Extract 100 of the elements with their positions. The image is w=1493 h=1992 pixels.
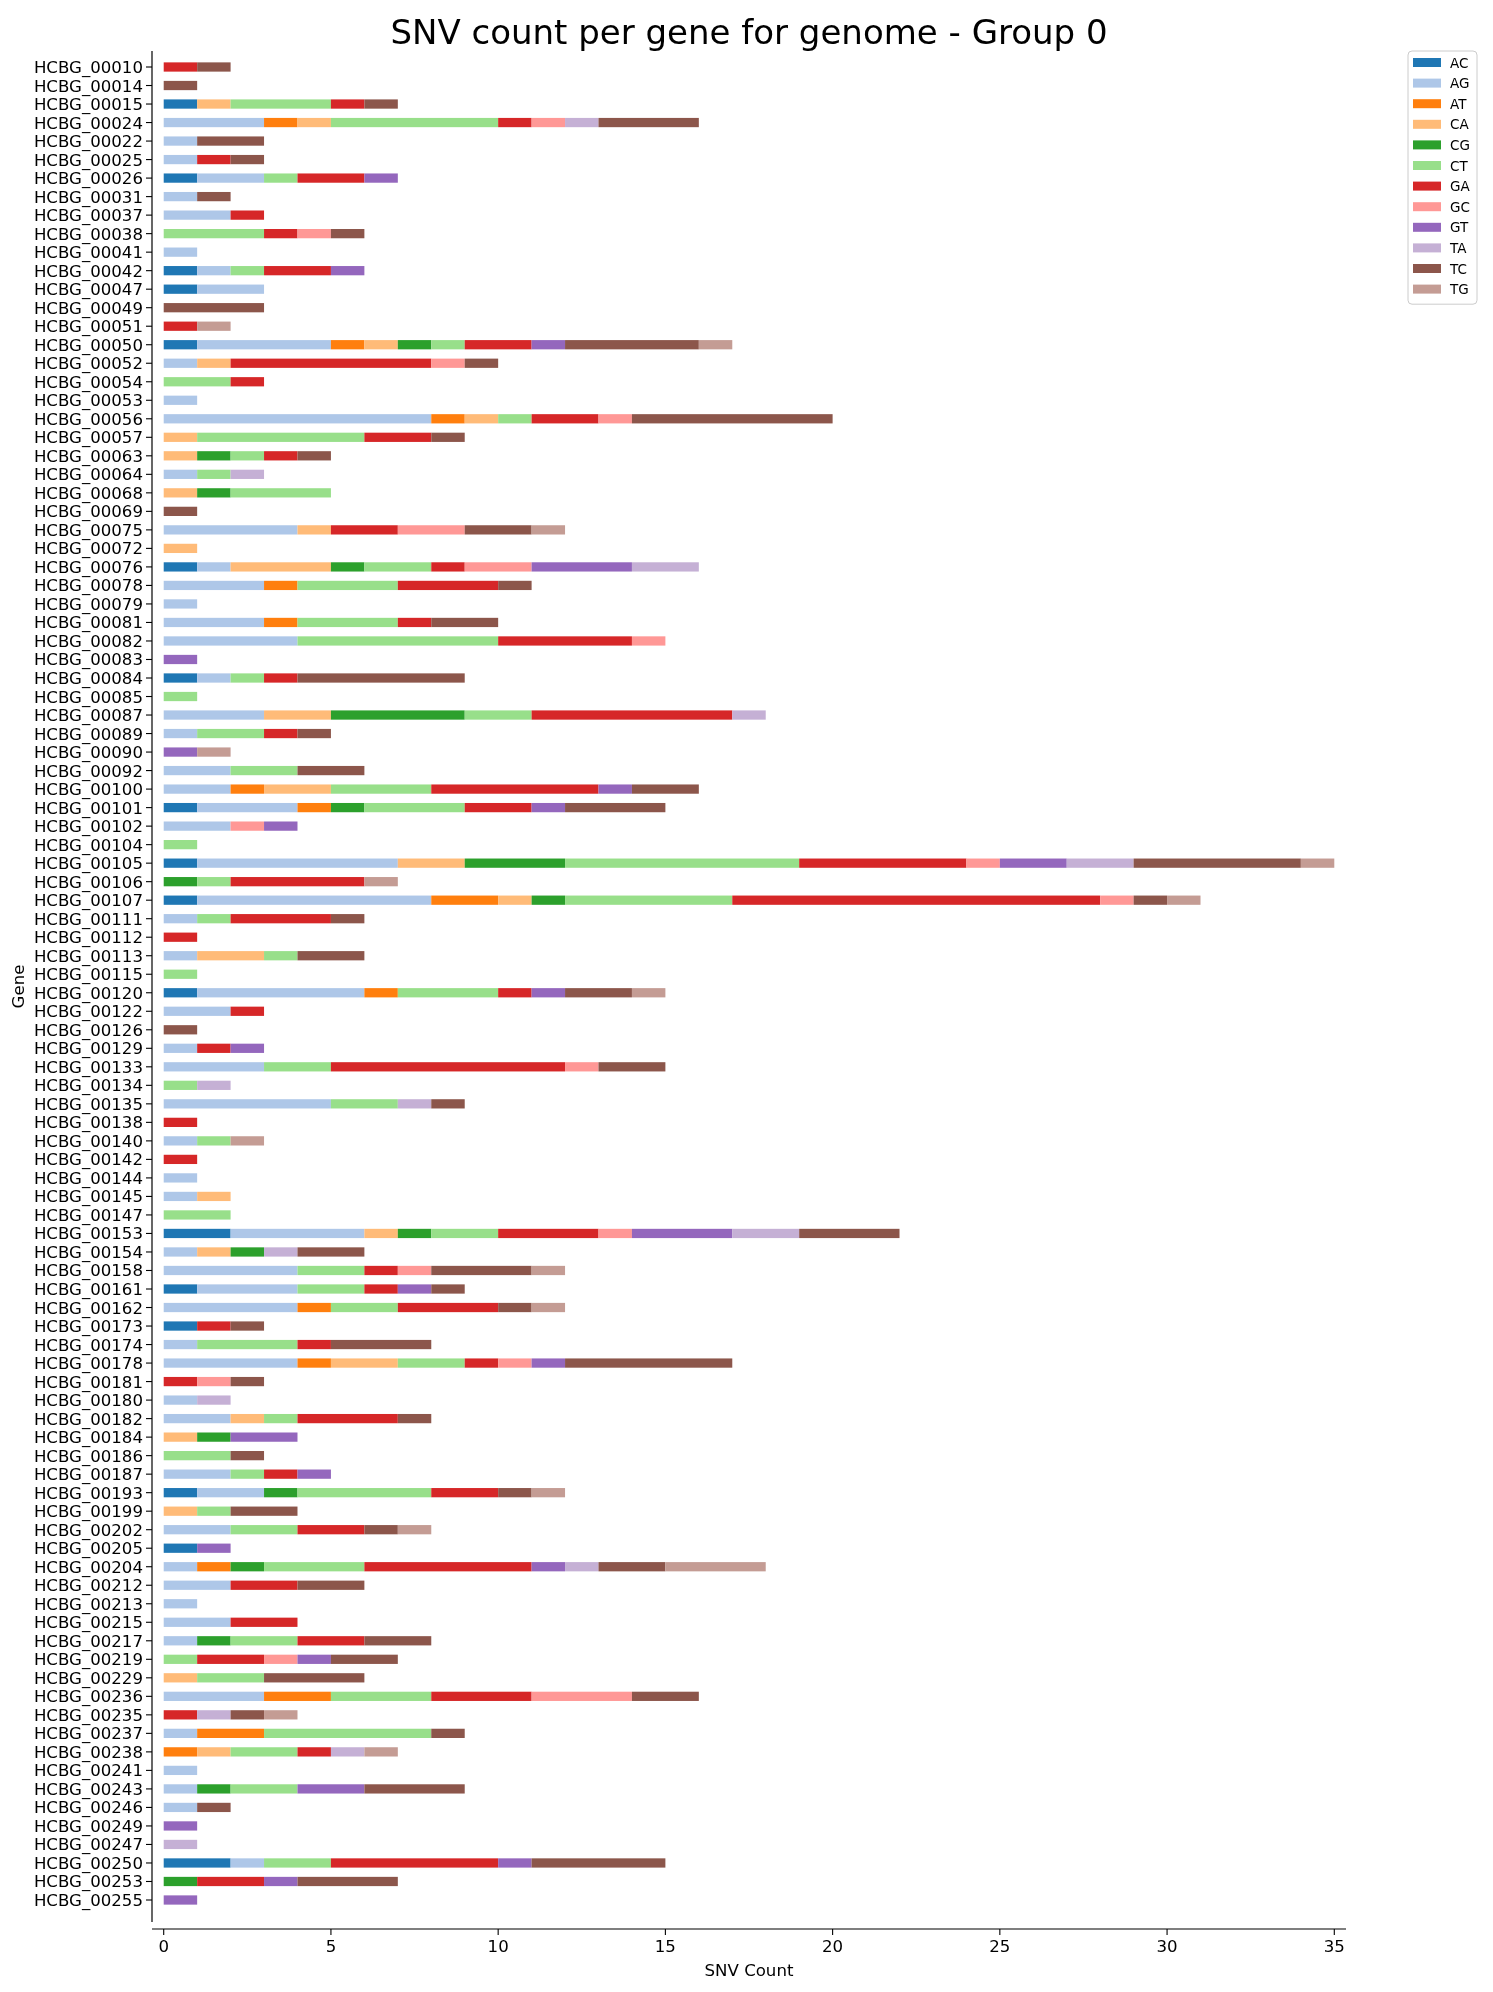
bar xyxy=(230,99,331,109)
legend-label: AC xyxy=(1450,54,1469,71)
bar xyxy=(732,895,1101,905)
bar xyxy=(264,1654,298,1664)
bar xyxy=(230,1469,265,1479)
bar xyxy=(297,728,331,739)
bar xyxy=(197,562,231,572)
bar xyxy=(631,1228,733,1239)
bar xyxy=(397,580,499,591)
bar xyxy=(297,117,331,128)
bar xyxy=(431,340,465,350)
bar xyxy=(397,858,465,868)
bar xyxy=(163,284,198,294)
bar xyxy=(197,1284,298,1294)
bar xyxy=(163,469,198,479)
bar xyxy=(163,173,198,183)
bar xyxy=(297,1525,365,1535)
bar xyxy=(397,1265,432,1276)
bar xyxy=(631,988,666,998)
bar xyxy=(531,988,566,998)
bar xyxy=(163,1043,198,1053)
bar xyxy=(197,1247,231,1257)
bar xyxy=(431,1228,499,1239)
bar xyxy=(197,1802,231,1813)
bar xyxy=(163,1839,198,1850)
bar xyxy=(531,1562,566,1572)
y-tick-label: HCBG_00174 xyxy=(33,1335,143,1356)
bar xyxy=(364,173,398,183)
bar xyxy=(297,451,331,461)
x-tick-label: 20 xyxy=(822,1937,844,1956)
bar xyxy=(230,451,265,461)
y-tick-label: HCBG_00015 xyxy=(33,95,143,116)
bar xyxy=(163,728,198,739)
bar xyxy=(163,377,231,387)
bar xyxy=(163,1321,198,1331)
y-tick-label: HCBG_00031 xyxy=(33,187,143,208)
bar xyxy=(264,1710,298,1720)
bar xyxy=(631,562,699,572)
y-tick-label: HCBG_00187 xyxy=(33,1465,143,1486)
y-tick-label: HCBG_00079 xyxy=(33,594,143,615)
bar xyxy=(163,1895,198,1905)
bar xyxy=(598,414,632,424)
y-tick-label: HCBG_00236 xyxy=(33,1687,143,1708)
bar xyxy=(364,877,398,887)
y-tick-label: HCBG_00047 xyxy=(33,280,143,301)
y-tick-label: HCBG_00038 xyxy=(33,224,143,245)
bar xyxy=(330,1691,432,1701)
bar xyxy=(163,395,198,405)
bar xyxy=(565,1562,599,1572)
y-tick-label: HCBG_00182 xyxy=(33,1409,143,1430)
bar xyxy=(431,358,465,368)
bar xyxy=(197,62,231,72)
bar xyxy=(197,321,231,331)
bar xyxy=(297,1580,365,1590)
bar xyxy=(230,1710,265,1720)
y-tick-label: HCBG_00135 xyxy=(33,1094,143,1115)
bar xyxy=(163,1265,298,1276)
bar xyxy=(565,802,666,813)
y-tick-label: HCBG_00051 xyxy=(33,317,143,338)
bar xyxy=(297,673,465,683)
bar xyxy=(364,562,432,572)
bar xyxy=(163,1599,198,1609)
bar xyxy=(163,599,198,609)
bar xyxy=(197,154,231,165)
bar xyxy=(163,488,198,498)
bar xyxy=(163,710,265,720)
bar xyxy=(330,1358,398,1368)
bar xyxy=(163,358,198,368)
bar xyxy=(498,1228,599,1239)
legend-label: CA xyxy=(1450,116,1470,133)
bar xyxy=(163,747,198,757)
bar xyxy=(264,1691,331,1701)
bar xyxy=(163,1117,198,1127)
bar xyxy=(397,1302,499,1313)
bar xyxy=(163,1228,231,1239)
bar xyxy=(163,1654,198,1664)
bar xyxy=(163,525,298,535)
bar xyxy=(431,1488,499,1498)
bar xyxy=(163,1747,198,1757)
bar xyxy=(163,617,265,628)
bar xyxy=(565,1358,733,1368)
bar xyxy=(163,969,198,979)
bar xyxy=(230,1228,365,1239)
bar xyxy=(163,1469,231,1479)
bar xyxy=(364,1525,398,1535)
bar xyxy=(397,1228,432,1239)
bar xyxy=(197,284,265,294)
bar xyxy=(264,1673,365,1683)
bar xyxy=(163,506,198,516)
bar xyxy=(330,914,365,924)
bar xyxy=(297,1876,398,1887)
bar xyxy=(197,1136,231,1146)
bar xyxy=(197,469,231,479)
bar xyxy=(197,1673,265,1683)
bar xyxy=(531,1302,566,1313)
bar xyxy=(197,1080,231,1090)
bar xyxy=(163,654,198,665)
bar xyxy=(264,951,298,961)
y-tick-label: HCBG_00219 xyxy=(33,1650,143,1671)
bar xyxy=(264,117,298,128)
